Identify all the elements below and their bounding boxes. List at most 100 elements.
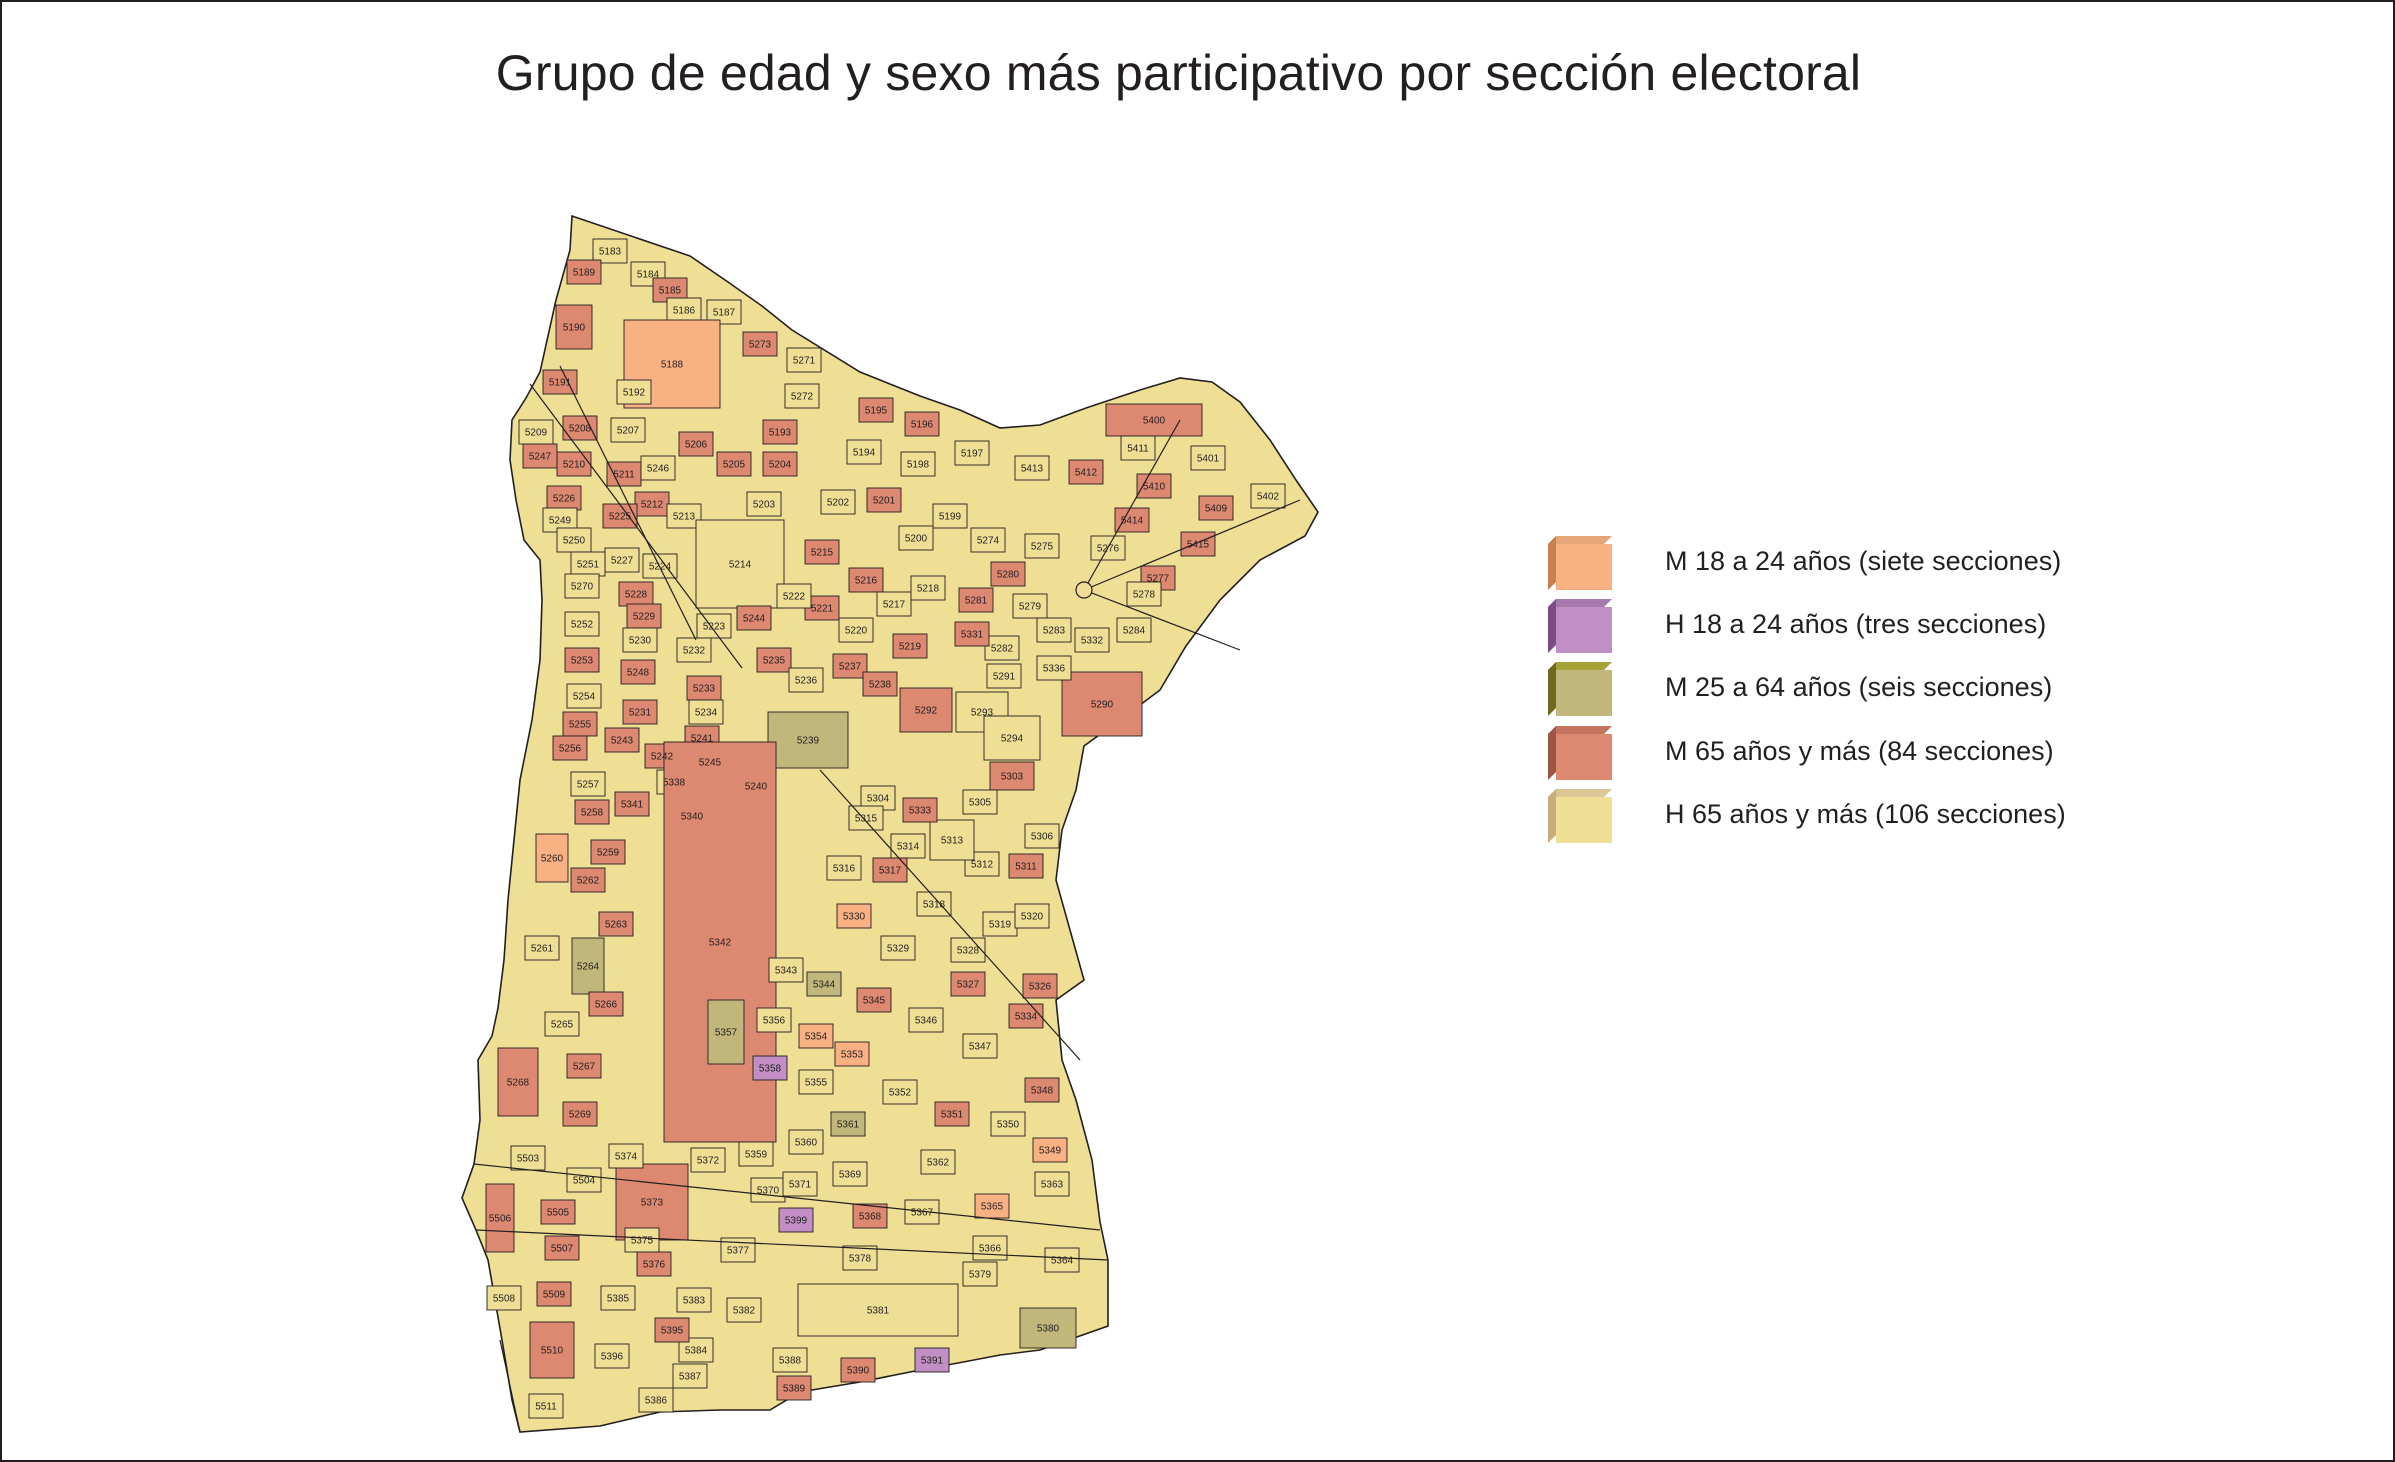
swatch-side <box>1548 662 1556 716</box>
section-label-5382: 5382 <box>733 1306 756 1317</box>
street-line <box>499 1339 521 1433</box>
section-block-5356 <box>756 1007 792 1033</box>
section-label-5359: 5359 <box>745 1150 768 1161</box>
section-label-5227: 5227 <box>611 556 634 567</box>
section-label-5342: 5342 <box>709 938 732 949</box>
section-label-5252: 5252 <box>571 620 594 631</box>
section-label-5260: 5260 <box>541 854 564 865</box>
section-label-5504: 5504 <box>573 1176 596 1187</box>
section-label-5255: 5255 <box>569 720 592 731</box>
swatch-top <box>1548 536 1612 544</box>
section-block-5203 <box>746 491 782 517</box>
section-label-5249: 5249 <box>549 516 572 527</box>
section-label-5315: 5315 <box>855 814 878 825</box>
section-block-5352 <box>882 1079 918 1105</box>
section-label-5222: 5222 <box>783 592 806 603</box>
section-label-5351: 5351 <box>941 1110 964 1121</box>
section-label-5363: 5363 <box>1041 1180 1064 1191</box>
section-label-5250: 5250 <box>563 536 586 547</box>
section-label-5195: 5195 <box>865 406 888 417</box>
section-label-5282: 5282 <box>991 644 1014 655</box>
section-label-5388: 5388 <box>779 1356 802 1367</box>
section-label-5293: 5293 <box>971 708 994 719</box>
section-block-5256 <box>552 735 588 761</box>
section-label-5215: 5215 <box>811 548 834 559</box>
section-block-5264 <box>571 937 605 995</box>
section-block-5217 <box>876 591 912 617</box>
section-block-5341 <box>614 791 650 817</box>
section-block-5399 <box>778 1207 814 1233</box>
section-block-5330 <box>836 903 872 929</box>
section-label-5338: 5338 <box>663 778 686 789</box>
section-label-5211: 5211 <box>613 470 635 481</box>
section-block-5265 <box>544 1011 580 1037</box>
section-block-5511 <box>528 1393 564 1419</box>
section-block-5236 <box>788 667 824 693</box>
section-block-5269 <box>562 1101 598 1127</box>
section-label-5231: 5231 <box>629 708 652 719</box>
section-label-5326: 5326 <box>1029 982 1052 993</box>
section-block-5197 <box>954 440 990 466</box>
section-label-5216: 5216 <box>855 576 878 587</box>
section-block-5230 <box>622 627 658 653</box>
section-block-5234 <box>688 699 724 725</box>
section-block-5331 <box>954 621 990 647</box>
section-label-5192: 5192 <box>623 388 646 399</box>
section-block-5359 <box>738 1141 774 1167</box>
section-block-5326 <box>1022 973 1058 999</box>
section-label-5263: 5263 <box>605 920 628 931</box>
section-label-5277: 5277 <box>1147 574 1170 585</box>
section-label-5278: 5278 <box>1133 590 1156 601</box>
section-label-5311: 5311 <box>1015 862 1037 873</box>
section-block-5257 <box>570 771 606 797</box>
section-block-5272 <box>784 383 820 409</box>
section-block-5247 <box>522 443 558 469</box>
section-label-5410: 5410 <box>1143 482 1166 493</box>
section-block-5187 <box>706 299 742 325</box>
section-block-5192 <box>616 379 652 405</box>
section-label-5387: 5387 <box>679 1372 702 1383</box>
section-label-5224: 5224 <box>649 562 672 573</box>
section-label-5194: 5194 <box>853 448 876 459</box>
section-label-5344: 5344 <box>813 980 836 991</box>
section-label-5401: 5401 <box>1197 454 1220 465</box>
section-block-5306 <box>1024 823 1060 849</box>
section-block-5409 <box>1198 495 1234 521</box>
section-label-5240: 5240 <box>745 782 768 793</box>
section-block-5253 <box>564 647 600 673</box>
section-label-5187: 5187 <box>713 308 736 319</box>
section-block-5280 <box>990 561 1026 587</box>
section-label-5270: 5270 <box>571 582 594 593</box>
section-label-5200: 5200 <box>905 534 928 545</box>
swatch-top <box>1548 662 1612 670</box>
section-label-5379: 5379 <box>969 1270 992 1281</box>
section-block-5415 <box>1180 531 1216 557</box>
swatch-top <box>1548 789 1612 797</box>
section-block-5292 <box>899 687 953 733</box>
swatch-face <box>1556 607 1612 653</box>
section-block-5202 <box>820 489 856 515</box>
section-block-5193 <box>762 419 798 445</box>
section-label-5246: 5246 <box>647 464 670 475</box>
section-label-5385: 5385 <box>607 1294 630 1305</box>
section-block-5226 <box>546 485 582 511</box>
section-label-5276: 5276 <box>1097 544 1120 555</box>
legend-swatch-h65 <box>1548 789 1612 843</box>
section-label-5314: 5314 <box>897 842 920 853</box>
section-block-5382 <box>726 1297 762 1323</box>
section-label-5361: 5361 <box>837 1120 860 1131</box>
section-block-5358 <box>752 1055 788 1081</box>
section-label-5188: 5188 <box>661 360 684 371</box>
section-block-5270 <box>564 573 600 599</box>
section-block-5349 <box>1032 1137 1068 1163</box>
swatch-side <box>1548 599 1556 653</box>
section-label-5331: 5331 <box>961 630 984 641</box>
section-label-5281: 5281 <box>965 596 988 607</box>
section-block-5316 <box>826 855 862 881</box>
section-block-5414 <box>1114 507 1150 533</box>
section-label-5511: 5511 <box>535 1402 557 1413</box>
section-label-5243: 5243 <box>611 736 634 747</box>
section-label-5415: 5415 <box>1187 540 1210 551</box>
section-label-5360: 5360 <box>795 1138 818 1149</box>
